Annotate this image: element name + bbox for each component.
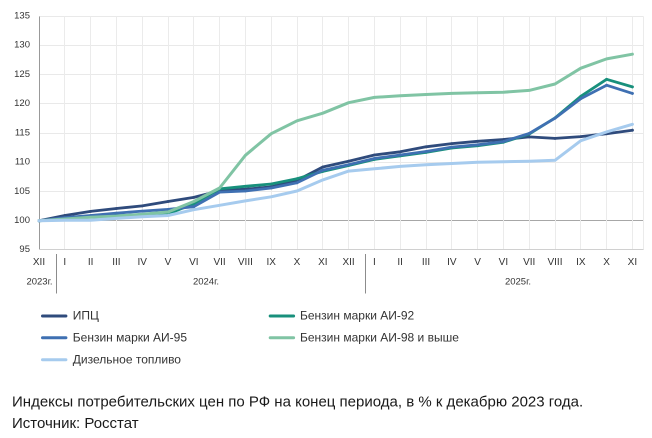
svg-text:VI: VI bbox=[499, 257, 508, 268]
svg-text:105: 105 bbox=[14, 186, 30, 197]
svg-text:Источник: Росстат: Источник: Росстат bbox=[12, 415, 139, 432]
svg-text:ИПЦ: ИПЦ bbox=[73, 309, 99, 323]
svg-text:115: 115 bbox=[15, 127, 30, 138]
svg-text:IX: IX bbox=[266, 257, 276, 268]
svg-text:Индексы потребительских цен по: Индексы потребительских цен по РФ на кон… bbox=[12, 394, 583, 411]
svg-text:XI: XI bbox=[318, 257, 327, 268]
svg-text:III: III bbox=[422, 257, 430, 268]
svg-text:Бензин марки АИ-92: Бензин марки АИ-92 bbox=[300, 309, 415, 323]
svg-text:X: X bbox=[294, 257, 301, 268]
svg-text:I: I bbox=[63, 257, 66, 268]
svg-text:VIII: VIII bbox=[547, 257, 562, 268]
svg-text:XII: XII bbox=[33, 257, 45, 268]
svg-text:135: 135 bbox=[14, 10, 30, 21]
svg-text:2024г.: 2024г. bbox=[193, 277, 219, 288]
svg-text:IV: IV bbox=[447, 257, 457, 268]
svg-text:100: 100 bbox=[14, 215, 30, 226]
svg-text:Бензин марки АИ-95: Бензин марки АИ-95 bbox=[73, 331, 188, 345]
svg-text:110: 110 bbox=[15, 157, 30, 168]
svg-text:IX: IX bbox=[576, 257, 586, 268]
svg-text:XII: XII bbox=[342, 257, 354, 268]
svg-text:95: 95 bbox=[19, 244, 30, 255]
svg-text:VII: VII bbox=[523, 257, 535, 268]
svg-text:120: 120 bbox=[14, 98, 30, 109]
svg-text:Дизельное топливо: Дизельное топливо bbox=[73, 353, 182, 367]
svg-text:X: X bbox=[603, 257, 610, 268]
svg-text:VIII: VIII bbox=[238, 257, 253, 268]
svg-text:XI: XI bbox=[628, 257, 637, 268]
svg-text:130: 130 bbox=[14, 40, 30, 51]
svg-text:I: I bbox=[373, 257, 376, 268]
svg-text:VII: VII bbox=[213, 257, 225, 268]
svg-text:2025г.: 2025г. bbox=[505, 277, 531, 288]
svg-text:V: V bbox=[474, 257, 481, 268]
svg-text:II: II bbox=[88, 257, 94, 268]
svg-text:2023г.: 2023г. bbox=[26, 277, 52, 288]
svg-text:125: 125 bbox=[14, 69, 30, 80]
svg-text:VI: VI bbox=[189, 257, 198, 268]
svg-text:II: II bbox=[397, 257, 403, 268]
svg-text:III: III bbox=[112, 257, 120, 268]
svg-text:Бензин марки АИ-98 и выше: Бензин марки АИ-98 и выше bbox=[300, 331, 459, 345]
svg-text:V: V bbox=[165, 257, 172, 268]
svg-text:IV: IV bbox=[137, 257, 147, 268]
